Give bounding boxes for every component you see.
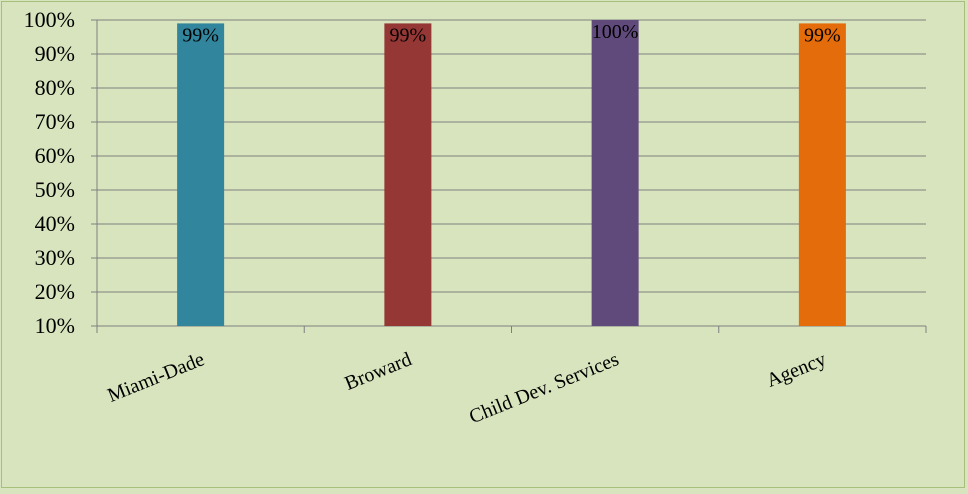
- x-tick-label: Agency: [763, 348, 829, 392]
- y-tick-label: 30%: [35, 245, 75, 270]
- bar-child-dev-services: [591, 20, 639, 326]
- x-tick-label: Broward: [342, 348, 415, 395]
- y-tick-label: 80%: [35, 75, 75, 100]
- y-tick-labels: 10% 20% 30% 40% 50% 60% 70% 80% 90% 100%: [24, 7, 75, 338]
- x-tick-labels: Miami-Dade Broward Child Dev. Services Agen…: [105, 348, 830, 428]
- data-labels: 99% 99% 100% 99%: [182, 21, 840, 46]
- data-label: 99%: [390, 24, 427, 46]
- y-tick-label: 60%: [35, 143, 75, 168]
- y-tick-label: 70%: [35, 109, 75, 134]
- bar-agency: [798, 23, 846, 327]
- y-tick-label: 50%: [35, 177, 75, 202]
- y-tick-label: 100%: [24, 7, 75, 32]
- data-label: 100%: [592, 21, 639, 43]
- gridlines: [97, 19, 926, 293]
- y-tick-label: 20%: [35, 279, 75, 304]
- data-label: 99%: [182, 24, 219, 46]
- x-tick-label: Child Dev. Services: [466, 348, 622, 428]
- y-tick-label: 90%: [35, 41, 75, 66]
- x-tick-label: Miami-Dade: [105, 348, 208, 407]
- y-tick-label: 40%: [35, 211, 75, 236]
- bar-miami-dade: [177, 23, 225, 327]
- y-tick-label: 10%: [35, 313, 75, 338]
- data-label: 99%: [804, 24, 841, 46]
- axes: [91, 19, 927, 333]
- bar-broward: [384, 23, 432, 327]
- bars: [177, 20, 846, 327]
